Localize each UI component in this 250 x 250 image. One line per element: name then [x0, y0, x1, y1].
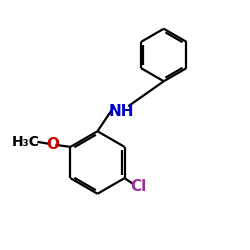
Text: NH: NH — [108, 104, 134, 119]
Text: Cl: Cl — [130, 180, 146, 194]
Text: H₃C: H₃C — [12, 135, 40, 149]
Text: O: O — [46, 137, 59, 152]
